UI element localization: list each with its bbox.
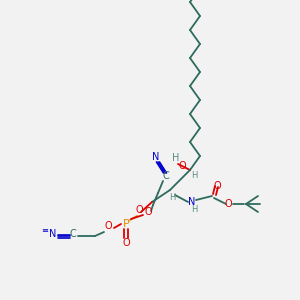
Text: O: O bbox=[135, 205, 143, 215]
Text: O: O bbox=[213, 181, 221, 191]
Text: H: H bbox=[191, 206, 197, 214]
Text: H: H bbox=[191, 170, 197, 179]
Text: N: N bbox=[188, 197, 196, 207]
Text: P: P bbox=[123, 219, 129, 229]
Text: N: N bbox=[152, 152, 160, 162]
Text: O: O bbox=[178, 161, 186, 171]
Text: N: N bbox=[49, 229, 57, 239]
Text: ≡: ≡ bbox=[41, 226, 49, 236]
Text: H: H bbox=[169, 193, 175, 202]
Text: H: H bbox=[172, 153, 180, 163]
Text: O: O bbox=[224, 199, 232, 209]
Text: O: O bbox=[122, 238, 130, 248]
Text: C: C bbox=[163, 171, 170, 181]
Text: O: O bbox=[144, 207, 152, 217]
Text: C: C bbox=[70, 229, 76, 239]
Text: O: O bbox=[104, 221, 112, 231]
